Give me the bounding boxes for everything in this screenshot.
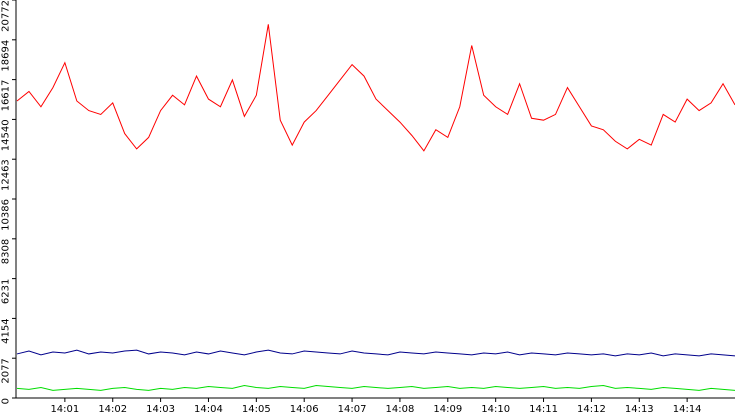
y-tick-label: 16617 bbox=[0, 80, 11, 112]
x-tick-label: 14:08 bbox=[386, 404, 415, 415]
series-line bbox=[16, 24, 735, 152]
y-tick-label: 6231 bbox=[0, 279, 11, 304]
x-tick-label: 14:13 bbox=[625, 404, 654, 415]
y-tick-label: 0 bbox=[0, 398, 11, 404]
y-tick-label: 12463 bbox=[0, 159, 11, 191]
y-tick-label: 10386 bbox=[0, 199, 11, 231]
y-tick-label: 18694 bbox=[0, 40, 11, 72]
x-tick-label: 14:07 bbox=[338, 404, 367, 415]
x-tick-label: 14:14 bbox=[673, 404, 702, 415]
x-tick-label: 14:02 bbox=[98, 404, 127, 415]
y-tick-label: 2077 bbox=[0, 358, 11, 383]
y-tick-label: 4154 bbox=[0, 318, 11, 343]
x-tick-label: 14:12 bbox=[577, 404, 606, 415]
x-tick-label: 14:01 bbox=[50, 404, 79, 415]
x-tick-label: 14:06 bbox=[290, 404, 319, 415]
y-tick-label: 20772 bbox=[0, 0, 11, 32]
y-tick-label: 8308 bbox=[0, 239, 11, 264]
series-line bbox=[16, 349, 735, 357]
x-tick-label: 14:04 bbox=[194, 404, 223, 415]
x-tick-label: 14:03 bbox=[146, 404, 175, 415]
x-tick-label: 14:10 bbox=[481, 404, 510, 415]
x-tick-label: 14:11 bbox=[529, 404, 558, 415]
x-tick-label: 14:09 bbox=[433, 404, 462, 415]
series-line bbox=[16, 385, 735, 391]
x-tick-label: 14:05 bbox=[242, 404, 271, 415]
y-tick-label: 14540 bbox=[0, 119, 11, 151]
